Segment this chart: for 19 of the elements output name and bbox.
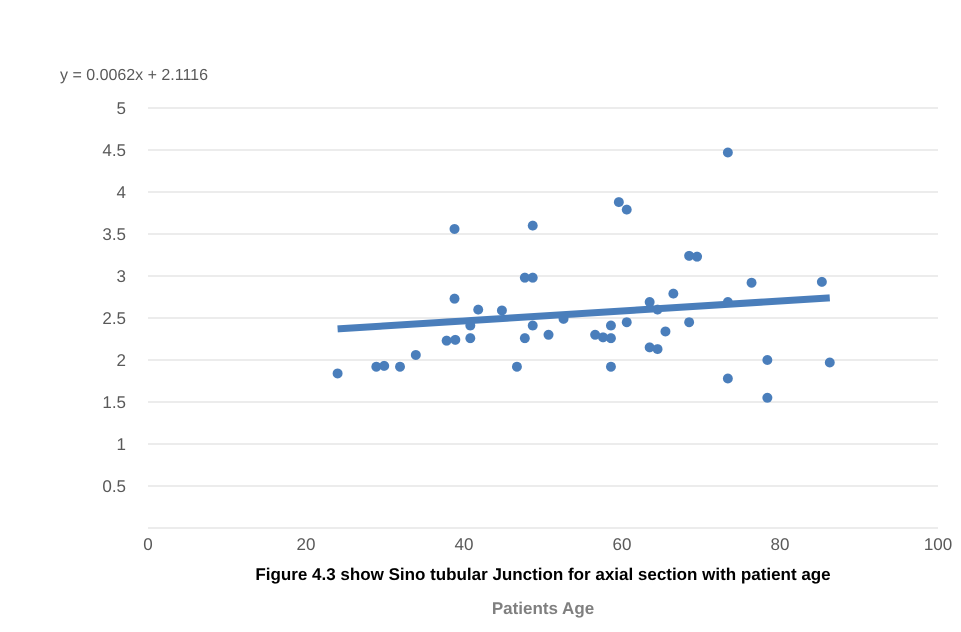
x-tick-label: 40 bbox=[454, 535, 474, 554]
x-tick-label: 100 bbox=[924, 535, 952, 554]
y-tick-label: 2.5 bbox=[102, 308, 126, 328]
y-tick-label: 3 bbox=[116, 266, 126, 286]
y-tick-label: 1 bbox=[116, 434, 126, 454]
text: y = 0.0062x + 2.1116 bbox=[60, 67, 208, 84]
x-tick-label: 80 bbox=[770, 535, 790, 554]
y-tick-label: 3.5 bbox=[102, 224, 126, 244]
y-tick-label: 5 bbox=[116, 98, 126, 118]
text: Figure 4.3 show Sino tubular Junction for axial section with patient age bbox=[255, 565, 831, 584]
y-tick-label: 1.5 bbox=[102, 392, 126, 412]
y-tick-label: 4 bbox=[116, 182, 126, 202]
y-tick-label: 2 bbox=[116, 350, 126, 370]
x-tick-label: 20 bbox=[296, 535, 316, 554]
y-tick-label: 4.5 bbox=[102, 140, 126, 160]
y-tick-label: 0.5 bbox=[102, 476, 126, 496]
x-tick-label: 60 bbox=[612, 535, 632, 554]
x-axis-title: Patients Age bbox=[492, 599, 594, 618]
x-tick-label: 0 bbox=[143, 535, 153, 554]
